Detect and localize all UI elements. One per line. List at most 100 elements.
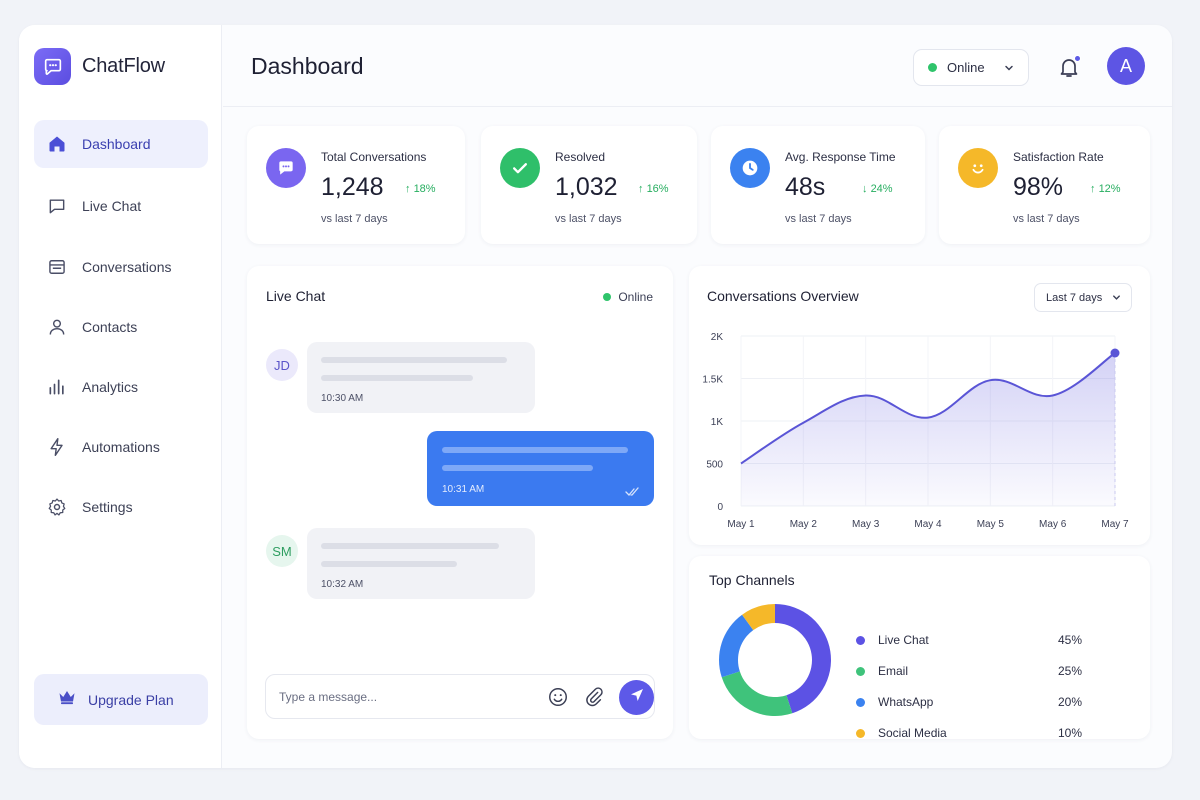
- stat-delta-value: 16%: [646, 183, 669, 195]
- legend-label: Social Media: [878, 726, 947, 740]
- status-label: Online: [947, 60, 985, 75]
- brand[interactable]: ChatFlow: [34, 48, 165, 85]
- message-square-icon: [46, 195, 68, 217]
- stat-value: 1,248: [321, 173, 384, 201]
- stat-value: 48s: [785, 173, 826, 201]
- y-tick-label: 0: [717, 502, 723, 513]
- chat-bubble-icon: [34, 48, 71, 85]
- date-range-dropdown[interactable]: Last 7 days: [1034, 283, 1132, 312]
- x-tick-label: May 2: [790, 519, 818, 530]
- stat-subtitle: vs last 7 days: [785, 213, 852, 225]
- sidebar: ChatFlow Dashboard Live Chat Conversatio…: [19, 25, 222, 768]
- arrow-up-icon: ↑: [405, 183, 414, 195]
- send-icon: [629, 687, 645, 708]
- gear-icon: [46, 496, 68, 518]
- top-channels-panel: Top Channels Live Chat 45% Email 25% Wha…: [689, 556, 1150, 740]
- legend-swatch: [856, 635, 865, 645]
- send-button[interactable]: [619, 680, 654, 715]
- stat-subtitle: vs last 7 days: [321, 213, 388, 225]
- donut-slice: [742, 604, 775, 631]
- legend-swatch: [856, 728, 865, 738]
- message-bubble: 10:30 AM: [307, 342, 535, 413]
- legend-value: 10%: [1057, 726, 1082, 740]
- smile-icon: [958, 148, 998, 188]
- stat-label: Resolved: [555, 150, 606, 164]
- stat-value: 1,032: [555, 173, 618, 201]
- sidebar-item-label: Live Chat: [82, 198, 142, 214]
- sidebar-item-analytics[interactable]: Analytics: [34, 363, 208, 411]
- message-text-placeholder: [321, 357, 507, 363]
- sidebar-item-live-chat[interactable]: Live Chat: [34, 182, 208, 230]
- message-text-placeholder: [321, 543, 499, 549]
- x-tick-label: May 7: [1101, 519, 1129, 530]
- emoji-icon[interactable]: [547, 686, 569, 713]
- stat-subtitle: vs last 7 days: [1013, 213, 1080, 225]
- stat-label: Avg. Response Time: [785, 150, 896, 164]
- stat-delta: ↑ 12%: [1090, 183, 1121, 195]
- sidebar-item-contacts[interactable]: Contacts: [34, 303, 208, 351]
- lightning-icon: [46, 436, 68, 458]
- double-check-icon: [625, 484, 641, 502]
- sidebar-item-automations[interactable]: Automations: [34, 423, 208, 471]
- y-tick-label: 1K: [711, 417, 724, 428]
- message-text-placeholder: [321, 561, 457, 567]
- home-icon: [46, 133, 68, 155]
- legend-item: Live Chat 45%: [856, 631, 1082, 649]
- chat-status-label: Online: [618, 290, 653, 304]
- stat-card-response-time: Avg. Response Time 48s ↓ 24% vs last 7 d…: [711, 126, 925, 244]
- live-chat-title: Live Chat: [266, 288, 326, 304]
- legend-label: WhatsApp: [878, 695, 934, 709]
- date-range-label: Last 7 days: [1046, 291, 1103, 304]
- brand-name: ChatFlow: [82, 55, 165, 77]
- status-dropdown[interactable]: Online: [913, 49, 1029, 86]
- sidebar-item-settings[interactable]: Settings: [34, 483, 208, 531]
- chat-status: Online: [603, 290, 653, 304]
- page-title: Dashboard: [251, 53, 364, 79]
- sidebar-item-label: Dashboard: [82, 136, 151, 152]
- data-point: [1110, 348, 1120, 358]
- crown-icon: [58, 689, 76, 710]
- sidebar-item-label: Automations: [82, 439, 160, 455]
- legend-value: 20%: [1057, 695, 1082, 709]
- notifications-button[interactable]: [1057, 55, 1081, 84]
- upgrade-plan-button[interactable]: Upgrade Plan: [34, 674, 208, 725]
- line-chart: 0 500 1K 1.5K 2K May 1 May 2 May 3 May 4 May 5 May…: [702, 332, 1129, 530]
- arrow-up-icon: ↑: [638, 183, 647, 195]
- stat-value: 98%: [1013, 173, 1064, 201]
- sidebar-item-label: Conversations: [82, 259, 172, 275]
- top-bar: Dashboard Online A: [223, 25, 1172, 107]
- message-composer: [265, 674, 655, 719]
- message-time: 10:30 AM: [321, 393, 364, 404]
- legend-swatch: [856, 697, 865, 707]
- arrow-up-icon: ↑: [1090, 183, 1099, 195]
- legend-value: 25%: [1057, 664, 1082, 678]
- x-tick-label: May 3: [852, 519, 880, 530]
- stat-delta-value: 18%: [413, 183, 436, 195]
- upgrade-plan-label: Upgrade Plan: [88, 691, 174, 708]
- message-bubble-sent: 10:31 AM: [427, 431, 654, 506]
- message-text-placeholder: [321, 375, 473, 381]
- stat-label: Satisfaction Rate: [1013, 150, 1104, 164]
- message-time: 10:31 AM: [442, 484, 485, 495]
- x-tick-label: May 5: [977, 519, 1005, 530]
- donut-slice: [721, 671, 793, 716]
- sidebar-item-dashboard[interactable]: Dashboard: [34, 120, 208, 168]
- app-window: ChatFlow Dashboard Live Chat Conversatio…: [19, 25, 1172, 768]
- x-tick-label: May 4: [914, 519, 942, 530]
- stat-card-total-conversations: Total Conversations 1,248 ↑ 18% vs last …: [247, 126, 465, 244]
- message-input[interactable]: [279, 687, 539, 707]
- sidebar-item-conversations[interactable]: Conversations: [34, 243, 208, 291]
- user-avatar[interactable]: A: [1107, 47, 1145, 85]
- stat-card-resolved: Resolved 1,032 ↑ 16% vs last 7 days: [481, 126, 697, 244]
- stat-delta: ↑ 16%: [638, 183, 669, 195]
- attachment-icon[interactable]: [583, 686, 605, 713]
- donut-slice: [775, 604, 831, 714]
- live-chat-panel: Live Chat Online JD 10:30 AM 10:31 AM SM…: [247, 266, 673, 739]
- stat-card-satisfaction: Satisfaction Rate 98% ↑ 12% vs last 7 da…: [939, 126, 1150, 244]
- legend-label: Live Chat: [878, 633, 929, 647]
- stat-delta: ↓ 24%: [862, 183, 893, 195]
- legend-value: 45%: [1057, 633, 1082, 647]
- message-text-placeholder: [442, 447, 628, 453]
- y-tick-label: 500: [706, 460, 723, 471]
- chat-bubble-icon: [266, 148, 306, 188]
